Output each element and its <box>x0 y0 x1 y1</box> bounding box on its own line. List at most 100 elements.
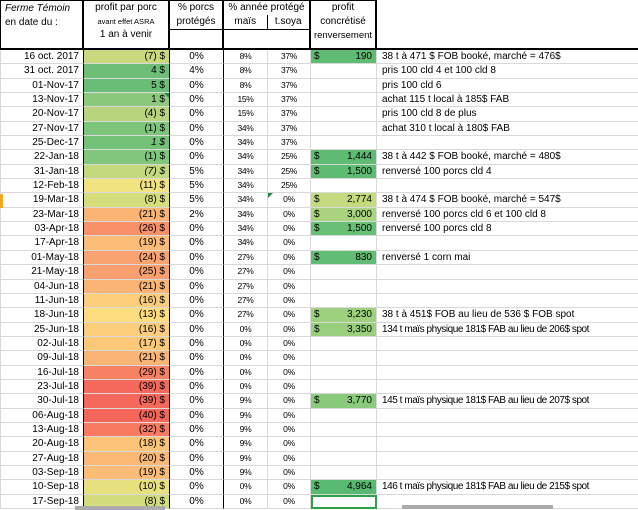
profit-concretise-cell[interactable] <box>311 408 377 423</box>
profit-concretise-cell[interactable] <box>311 365 377 380</box>
comment-cell[interactable] <box>377 437 638 452</box>
comment-cell[interactable] <box>377 423 638 438</box>
header-comment-column[interactable] <box>377 0 638 48</box>
pct-soya-cell[interactable]: 0% <box>268 293 311 309</box>
profit-concretise-cell[interactable] <box>311 64 377 79</box>
profit-concretise-cell[interactable]: $830 <box>311 250 377 266</box>
pct-soya-cell[interactable]: 0% <box>268 394 311 409</box>
comment-cell[interactable]: 38 t à 451$ FOB au lieu de 536 $ FOB spo… <box>377 308 638 323</box>
pct-mais-cell[interactable]: 27% <box>224 293 268 309</box>
date-cell[interactable]: 17-Sep-18 <box>0 494 84 509</box>
pct-soya-cell[interactable]: 0% <box>268 451 311 466</box>
profit-per-pig-cell[interactable]: (40) $ <box>84 408 170 423</box>
pct-porcs-cell[interactable]: 0% <box>170 408 224 423</box>
profit-per-pig-cell[interactable]: (39) $ <box>84 379 170 395</box>
profit-concretise-cell[interactable] <box>311 293 377 309</box>
comment-cell[interactable] <box>377 179 638 194</box>
comment-cell[interactable]: renversé 100 porcs cld 8 <box>377 222 638 237</box>
comment-cell[interactable]: pris 100 cld 6 <box>377 79 638 94</box>
comment-cell[interactable] <box>377 136 638 151</box>
pct-porcs-cell[interactable]: 0% <box>170 394 224 409</box>
pct-soya-cell[interactable]: 0% <box>268 322 311 337</box>
profit-concretise-cell[interactable]: $4,964 <box>311 480 377 495</box>
profit-concretise-cell[interactable]: $3,000 <box>311 207 377 223</box>
date-cell[interactable]: 31-Jan-18 <box>0 164 84 180</box>
profit-concretise-cell[interactable] <box>311 121 377 137</box>
profit-concretise-cell[interactable] <box>311 107 377 122</box>
header-pct-annee-columns[interactable]: % année protégé maïs t.soya <box>224 0 311 48</box>
header-pct-porcs-column[interactable]: % porcs protégés <box>170 0 224 48</box>
profit-per-pig-cell[interactable]: (13) $ <box>84 308 170 323</box>
profit-per-pig-cell[interactable]: 1 $ <box>84 136 170 151</box>
profit-concretise-cell[interactable] <box>311 351 377 366</box>
pct-soya-cell[interactable]: 37% <box>268 121 311 137</box>
profit-per-pig-cell[interactable]: (7) $ <box>84 164 170 180</box>
profit-concretise-cell[interactable]: $1,500 <box>311 164 377 180</box>
pct-porcs-cell[interactable]: 0% <box>170 93 224 108</box>
pct-mais-cell[interactable]: 0% <box>224 351 268 366</box>
profit-concretise-cell[interactable]: $3,350 <box>311 322 377 337</box>
date-cell[interactable]: 13-Aug-18 <box>0 422 84 438</box>
pct-mais-cell[interactable]: 8% <box>224 64 268 79</box>
profit-per-pig-cell[interactable]: (11) $ <box>84 179 170 194</box>
pct-porcs-cell[interactable]: 0% <box>170 451 224 466</box>
pct-soya-cell[interactable]: 0% <box>268 480 311 495</box>
comment-cell[interactable] <box>377 380 638 395</box>
pct-porcs-cell[interactable]: 0% <box>170 250 224 266</box>
date-cell[interactable]: 21-May-18 <box>0 265 84 280</box>
pct-mais-cell[interactable]: 9% <box>224 437 268 452</box>
pct-mais-cell[interactable]: 0% <box>224 365 268 380</box>
pct-porcs-cell[interactable]: 4% <box>170 64 224 79</box>
comment-cell[interactable]: 146 t maïs physique 181$ FAB au lieu de … <box>377 480 638 495</box>
profit-concretise-cell[interactable]: $1,444 <box>311 150 377 165</box>
pct-mais-cell[interactable]: 8% <box>224 50 268 65</box>
profit-per-pig-cell[interactable]: (25) $ <box>84 265 170 280</box>
pct-mais-cell[interactable]: 27% <box>224 250 268 266</box>
comment-cell[interactable] <box>377 452 638 466</box>
comment-cell[interactable]: 134 t maïs physique 181$ FAB au lieu de … <box>377 323 638 337</box>
date-cell[interactable]: 22-Jan-18 <box>0 150 84 165</box>
profit-concretise-cell[interactable] <box>311 465 377 481</box>
profit-per-pig-cell[interactable]: (16) $ <box>84 322 170 337</box>
profit-concretise-cell[interactable] <box>311 494 377 509</box>
pct-mais-cell[interactable]: 34% <box>224 207 268 223</box>
profit-concretise-cell[interactable] <box>311 179 377 194</box>
date-cell[interactable]: 16-Jul-18 <box>0 365 84 380</box>
comment-cell[interactable] <box>377 366 638 380</box>
date-cell[interactable]: 03-Apr-18 <box>0 222 84 237</box>
pct-mais-cell[interactable]: 9% <box>224 408 268 423</box>
pct-porcs-cell[interactable]: 0% <box>170 480 224 495</box>
pct-porcs-cell[interactable]: 5% <box>170 179 224 194</box>
pct-porcs-cell[interactable]: 0% <box>170 150 224 165</box>
comment-cell[interactable] <box>377 294 638 309</box>
profit-per-pig-cell[interactable]: (19) $ <box>84 236 170 251</box>
pct-porcs-cell[interactable]: 0% <box>170 136 224 151</box>
date-cell[interactable]: 06-Aug-18 <box>0 408 84 423</box>
pct-porcs-cell[interactable]: 0% <box>170 494 224 509</box>
profit-per-pig-cell[interactable]: (21) $ <box>84 207 170 223</box>
pct-porcs-cell[interactable]: 0% <box>170 379 224 395</box>
pct-mais-cell[interactable]: 34% <box>224 193 268 208</box>
pct-soya-cell[interactable]: 37% <box>268 136 311 151</box>
pct-soya-cell[interactable]: 0% <box>268 265 311 280</box>
pct-porcs-cell[interactable]: 0% <box>170 265 224 280</box>
pct-soya-cell[interactable]: 25% <box>268 179 311 194</box>
pct-porcs-cell[interactable]: 0% <box>170 78 224 94</box>
pct-soya-cell[interactable]: 37% <box>268 93 311 108</box>
pct-soya-cell[interactable]: 0% <box>268 365 311 380</box>
pct-mais-cell[interactable]: 15% <box>224 107 268 122</box>
profit-per-pig-cell[interactable]: (26) $ <box>84 222 170 237</box>
date-cell[interactable]: 13-Nov-17 <box>0 93 84 108</box>
pct-soya-cell[interactable]: 0% <box>268 408 311 423</box>
pct-mais-cell[interactable]: 34% <box>224 164 268 180</box>
profit-per-pig-cell[interactable]: (17) $ <box>84 336 170 352</box>
date-cell[interactable]: 03-Sep-18 <box>0 465 84 481</box>
pct-porcs-cell[interactable]: 2% <box>170 207 224 223</box>
pct-porcs-cell[interactable]: 0% <box>170 279 224 294</box>
pct-mais-cell[interactable]: 34% <box>224 179 268 194</box>
comment-cell[interactable] <box>377 409 638 423</box>
date-cell[interactable]: 20-Aug-18 <box>0 437 84 452</box>
comment-cell[interactable]: achat 115 t local à 185$ FAB <box>377 93 638 108</box>
pct-soya-cell[interactable]: 25% <box>268 164 311 180</box>
header-profit-column[interactable]: profit par porc avant effet ASRA 1 an à … <box>84 0 170 48</box>
